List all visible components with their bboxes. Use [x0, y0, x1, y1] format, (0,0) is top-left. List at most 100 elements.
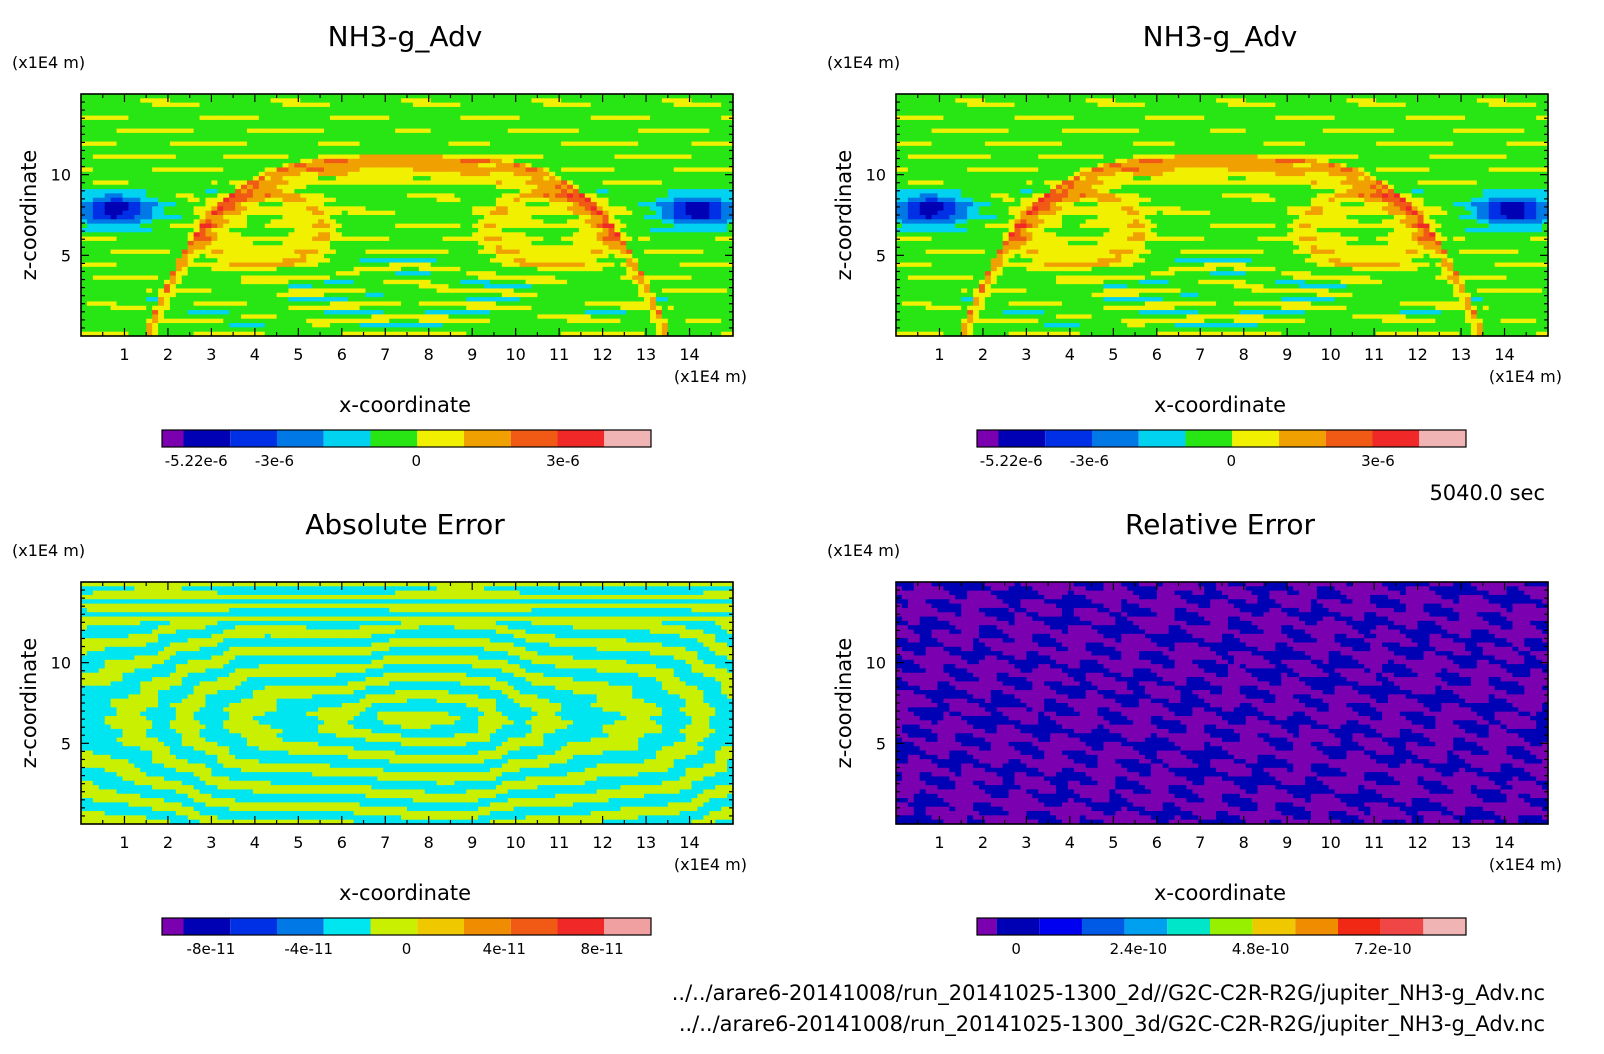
heatmap-cell — [93, 137, 100, 142]
heatmap-cell — [425, 120, 432, 125]
heatmap-cell — [585, 215, 592, 220]
heatmap-cell — [680, 107, 687, 112]
heatmap-cell — [567, 271, 574, 276]
heatmap-cell — [348, 267, 355, 272]
heatmap-cell — [697, 180, 704, 185]
heatmap-cell — [626, 228, 633, 233]
heatmap-cell — [603, 172, 610, 177]
heatmap-cell — [508, 180, 515, 185]
heatmap-cell — [312, 288, 319, 293]
heatmap-cell — [520, 206, 527, 211]
heatmap-cell — [502, 142, 509, 147]
heatmap-cell — [366, 211, 373, 216]
heatmap-cell — [543, 237, 550, 242]
heatmap-cell — [496, 193, 503, 198]
heatmap-cell — [117, 155, 124, 160]
heatmap-cell — [555, 163, 562, 168]
heatmap-cell — [526, 250, 533, 255]
heatmap-cell — [241, 245, 248, 250]
heatmap-cell — [205, 116, 212, 121]
heatmap-cell — [431, 280, 438, 285]
heatmap-cell — [692, 176, 699, 181]
heatmap-cell — [229, 129, 236, 134]
heatmap-cell — [448, 276, 455, 281]
heatmap-cell — [460, 280, 467, 285]
heatmap-cell — [597, 167, 604, 172]
heatmap-cell — [93, 189, 100, 194]
heatmap-cell — [460, 215, 467, 220]
heatmap-cell — [348, 232, 355, 237]
heatmap-cell — [111, 228, 118, 233]
heatmap-cell — [330, 146, 337, 151]
heatmap-cell — [371, 133, 378, 138]
heatmap-cell — [407, 202, 414, 207]
heatmap-cell — [686, 250, 693, 255]
heatmap-cell — [472, 133, 479, 138]
heatmap-cell — [543, 245, 550, 250]
panel-1: NH3-g_Adv(x1E4 m)1 2 3 4 5 6 7 8 9 10 11 12 13 14510(… — [12, 20, 747, 470]
heatmap-cell — [241, 137, 248, 142]
heatmap-cell — [520, 103, 527, 108]
heatmap-cell — [354, 155, 361, 160]
heatmap-cell — [531, 241, 538, 246]
heatmap-cell — [686, 163, 693, 168]
heatmap-cell — [697, 146, 704, 151]
heatmap-cell — [277, 206, 284, 211]
heatmap-cell — [288, 103, 295, 108]
heatmap-cell — [591, 107, 598, 112]
heatmap-cell — [549, 271, 556, 276]
heatmap-cell — [164, 258, 171, 263]
heatmap-cell — [650, 254, 657, 259]
heatmap-cell — [81, 189, 88, 194]
heatmap-cell — [425, 111, 432, 116]
heatmap-cell — [567, 155, 574, 160]
heatmap-cell — [371, 159, 378, 164]
heatmap-cell — [283, 258, 290, 263]
heatmap-cell — [561, 107, 568, 112]
heatmap-cell — [253, 176, 260, 181]
heatmap-cell — [680, 284, 687, 289]
heatmap-cell — [715, 254, 722, 259]
heatmap-cell — [644, 107, 651, 112]
heatmap-cell — [674, 116, 681, 121]
heatmap-cell — [443, 228, 450, 233]
heatmap-cell — [526, 276, 533, 281]
heatmap-cell — [603, 133, 610, 138]
heatmap-cell — [395, 284, 402, 289]
heatmap-cell — [603, 237, 610, 242]
heatmap-cell — [537, 211, 544, 216]
heatmap-cell — [229, 159, 236, 164]
heatmap-cell — [537, 284, 544, 289]
heatmap-cell — [300, 172, 307, 177]
heatmap-cell — [271, 284, 278, 289]
heatmap-cell — [502, 215, 509, 220]
heatmap-cell — [496, 107, 503, 112]
heatmap-cell — [182, 107, 189, 112]
heatmap-cell — [496, 116, 503, 121]
heatmap-cell — [709, 215, 716, 220]
heatmap-cell — [300, 202, 307, 207]
heatmap-cell — [117, 146, 124, 151]
heatmap-cell — [342, 224, 349, 229]
heatmap-cell — [425, 280, 432, 285]
heatmap-cell — [300, 232, 307, 237]
heatmap-cell — [680, 271, 687, 276]
heatmap-cell — [650, 176, 657, 181]
heatmap-cell — [259, 107, 266, 112]
heatmap-cell — [638, 211, 645, 216]
heatmap-cell — [330, 267, 337, 272]
heatmap-cell — [591, 124, 598, 129]
heatmap-cell — [626, 202, 633, 207]
heatmap-cell — [715, 155, 722, 160]
heatmap-cell — [140, 206, 147, 211]
heatmap-cell — [680, 163, 687, 168]
heatmap-cell — [336, 198, 343, 203]
heatmap-cell — [318, 111, 325, 116]
heatmap-cell — [152, 288, 159, 293]
heatmap-cell — [235, 133, 242, 138]
heatmap-cell — [170, 245, 177, 250]
heatmap-cell — [318, 211, 325, 216]
heatmap-cell — [520, 224, 527, 229]
heatmap-cell — [128, 129, 135, 134]
heatmap-cell — [638, 150, 645, 155]
